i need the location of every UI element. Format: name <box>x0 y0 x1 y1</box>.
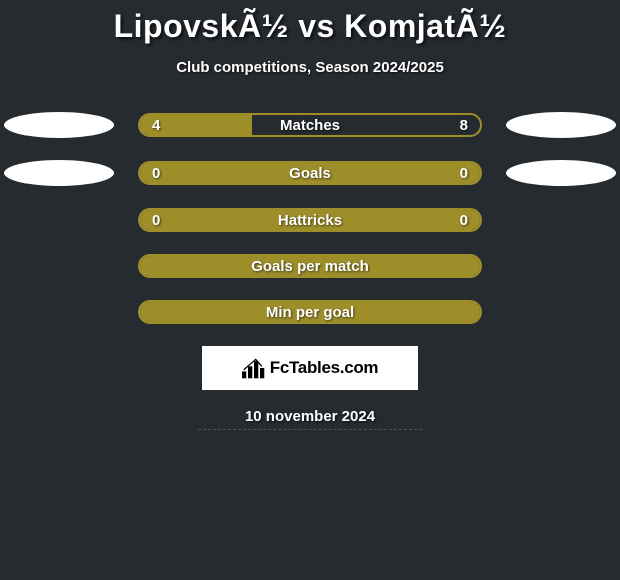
stat-label: Matches <box>280 117 340 134</box>
page-title: LipovskÃ½ vs KomjatÃ½ <box>0 8 620 45</box>
stat-label: Hattricks <box>278 212 342 229</box>
stat-bar: Min per goal <box>138 300 482 324</box>
stat-row: 4 Matches 8 <box>0 112 620 138</box>
stat-value-right: 0 <box>460 165 468 182</box>
stat-bar: 0 Goals 0 <box>138 161 482 185</box>
stat-row: Goals per match <box>0 254 620 278</box>
logo-text: FcTables.com <box>270 358 379 378</box>
stat-bar: 4 Matches 8 <box>138 113 482 137</box>
stat-row: 0 Hattricks 0 <box>0 208 620 232</box>
stat-row: 0 Goals 0 <box>0 160 620 186</box>
stat-bar: Goals per match <box>138 254 482 278</box>
stat-value-right: 8 <box>460 117 468 134</box>
player-badge-right <box>506 160 616 186</box>
player-badge-left <box>4 160 114 186</box>
stat-value-left: 0 <box>152 212 160 229</box>
stat-value-right: 0 <box>460 212 468 229</box>
stat-value-left: 0 <box>152 165 160 182</box>
stat-value-left: 4 <box>152 117 160 134</box>
stat-row: Min per goal <box>0 300 620 324</box>
player-badge-left <box>4 112 114 138</box>
stat-label: Min per goal <box>266 304 354 321</box>
date-text: 10 november 2024 <box>0 408 620 425</box>
stat-label: Goals per match <box>251 258 369 275</box>
divider <box>198 429 422 430</box>
player-badge-right <box>506 112 616 138</box>
subtitle: Club competitions, Season 2024/2025 <box>0 59 620 76</box>
stat-bar: 0 Hattricks 0 <box>138 208 482 232</box>
stat-label: Goals <box>289 165 331 182</box>
logo-box[interactable]: FcTables.com <box>202 346 418 390</box>
logo-bars-icon <box>242 357 266 379</box>
